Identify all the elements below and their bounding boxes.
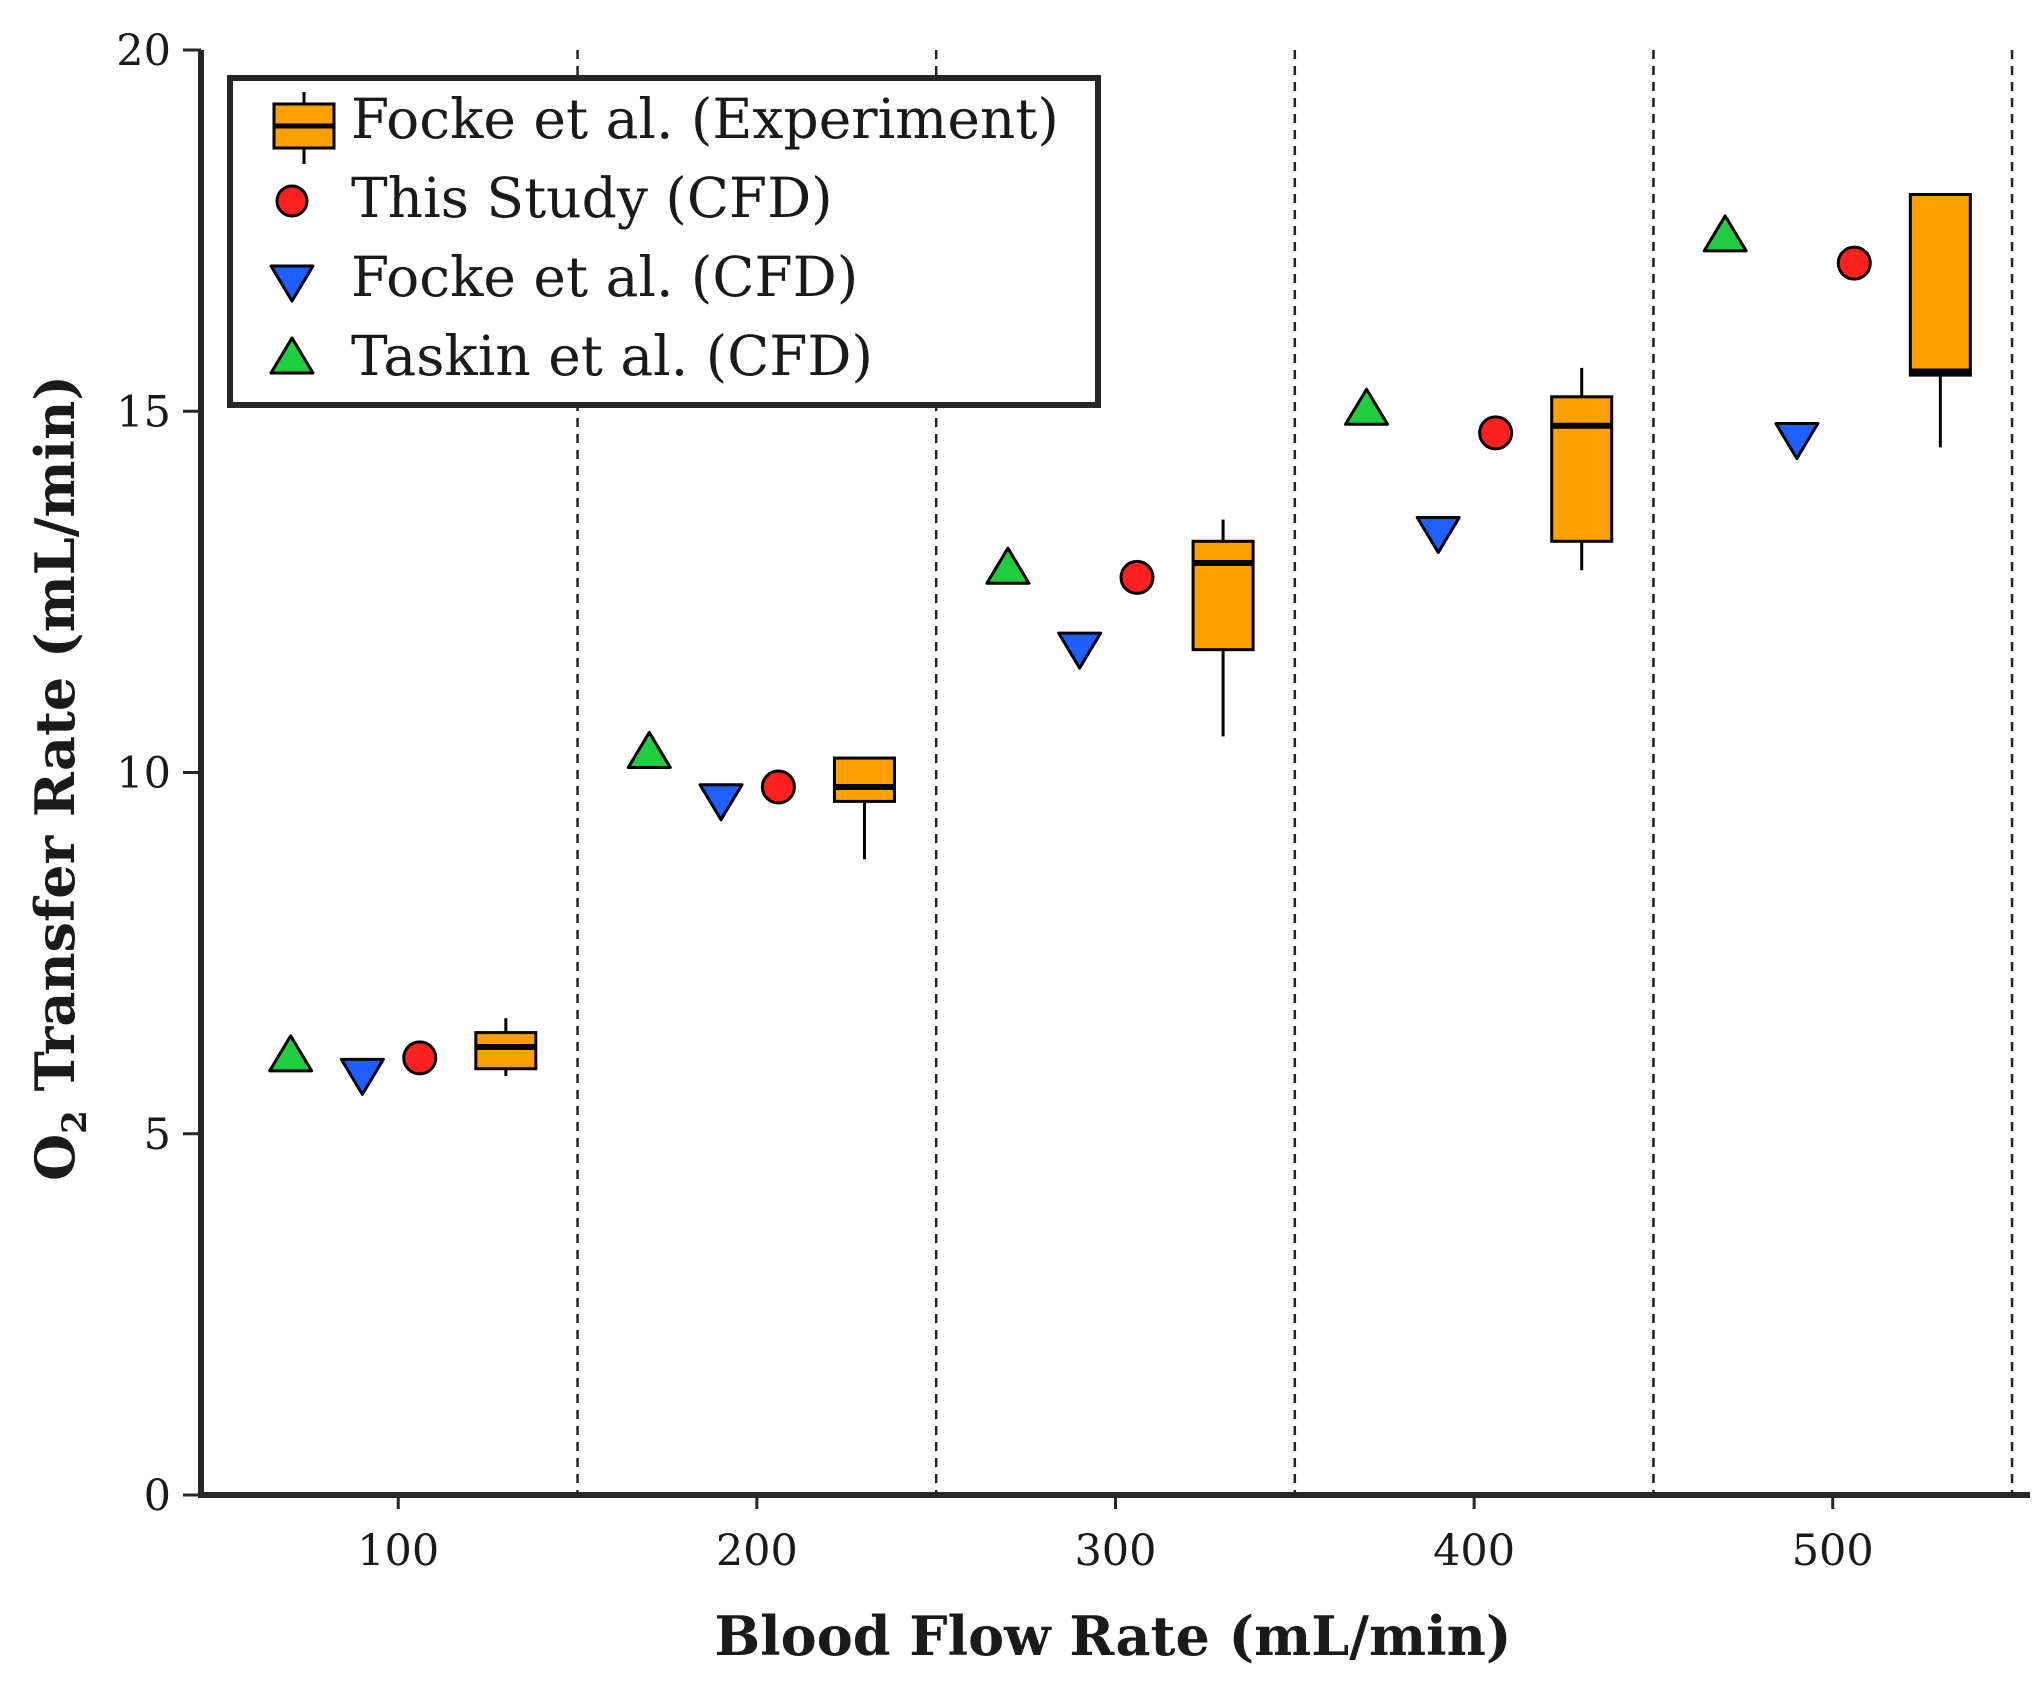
this-study-point bbox=[1478, 415, 1514, 451]
y-tick-label: 15 bbox=[116, 387, 171, 437]
box-iqr bbox=[832, 756, 896, 803]
legend-entry-this-study: This Study (CFD) bbox=[275, 166, 833, 230]
y-tick-label: 0 bbox=[144, 1471, 171, 1521]
legend-label-taskin-cfd: Taskin et al. (CFD) bbox=[351, 324, 873, 388]
box-iqr bbox=[1908, 193, 1972, 377]
x-tick-label: 300 bbox=[1074, 1526, 1156, 1576]
focke-cfd-point bbox=[698, 783, 744, 822]
x-tick-label: 400 bbox=[1433, 1526, 1515, 1576]
x-tick-label: 500 bbox=[1792, 1526, 1874, 1576]
y-tick-label: 20 bbox=[116, 26, 171, 76]
this-study-point bbox=[402, 1040, 438, 1076]
taskin-cfd-point bbox=[985, 546, 1031, 585]
box-iqr bbox=[1550, 395, 1614, 543]
taskin-cfd-point bbox=[268, 1034, 314, 1073]
box-iqr bbox=[474, 1031, 538, 1071]
legend-label-focke-cfd: Focke et al. (CFD) bbox=[351, 245, 858, 309]
focke-cfd-point bbox=[339, 1057, 385, 1096]
focke-cfd-point bbox=[1057, 631, 1103, 670]
y-axis-title: O2 Transfer Rate (mL/min) bbox=[23, 375, 95, 1181]
y-ticks: 0 5 10 15 20 bbox=[116, 26, 201, 1521]
y-axis-title-rest: Transfer Rate (mL/min) bbox=[23, 375, 87, 1110]
legend-entry-taskin-cfd: Taskin et al. (CFD) bbox=[269, 324, 873, 388]
x-tick-label: 200 bbox=[716, 1526, 798, 1576]
y-tick-label: 5 bbox=[144, 1110, 171, 1160]
x-ticks: 100 200 300 400 500 bbox=[357, 1495, 1874, 1576]
x-axis-title: Blood Flow Rate (mL/min) bbox=[715, 1604, 1512, 1668]
taskin-cfd-point bbox=[626, 730, 672, 769]
legend-entry-focke-cfd: Focke et al. (CFD) bbox=[269, 245, 858, 309]
this-study-point bbox=[760, 769, 796, 805]
legend-triangle-down-icon bbox=[269, 264, 315, 303]
focke-cfd-point bbox=[1415, 515, 1461, 554]
x-tick-label: 100 bbox=[357, 1526, 439, 1576]
taskin-cfd-point bbox=[1702, 214, 1748, 253]
legend-circle-icon bbox=[275, 184, 309, 218]
legend-label-this-study: This Study (CFD) bbox=[351, 166, 833, 230]
focke-cfd-point bbox=[1774, 422, 1820, 461]
y-tick-label: 10 bbox=[116, 749, 171, 799]
legend: Focke et al. (Experiment) This Study (CF… bbox=[227, 75, 1101, 408]
this-study-point bbox=[1119, 559, 1155, 595]
legend-triangle-up-icon bbox=[269, 336, 315, 375]
legend-frame bbox=[227, 75, 1101, 408]
this-study-point bbox=[1836, 245, 1872, 281]
y-axis-title-subscript: 2 bbox=[55, 1110, 95, 1134]
legend-entry-experiment: Focke et al. (Experiment) bbox=[272, 87, 1059, 164]
plot-area bbox=[268, 193, 1972, 1096]
box-iqr bbox=[1191, 539, 1255, 652]
taskin-cfd-point bbox=[1344, 387, 1390, 426]
y-axis-title-main: O bbox=[23, 1134, 87, 1181]
legend-label-experiment: Focke et al. (Experiment) bbox=[351, 87, 1059, 151]
